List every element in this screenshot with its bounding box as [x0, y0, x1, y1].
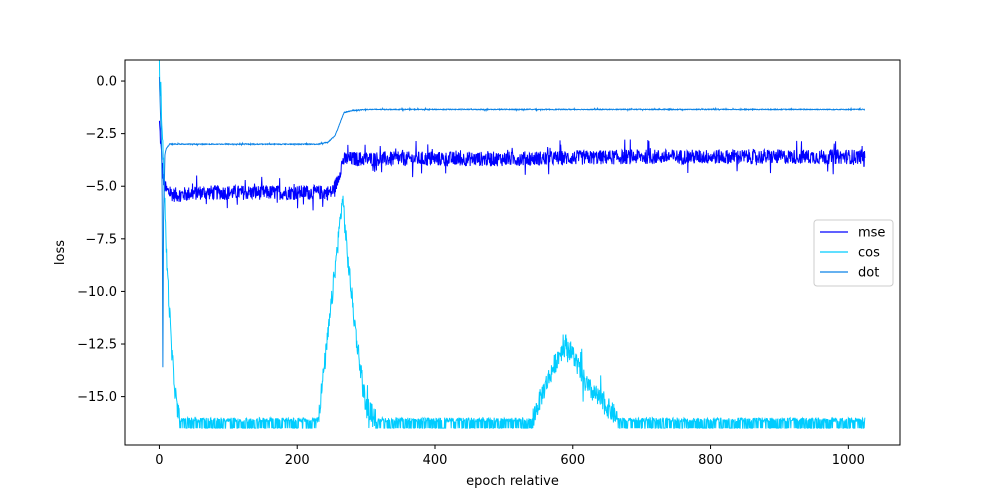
legend: mse cos dot: [813, 219, 894, 287]
legend-label-dot: dot: [858, 266, 879, 281]
legend-label-cos: cos: [858, 246, 880, 261]
x-tick-label: 200: [285, 453, 310, 468]
y-tick-label: −2.5: [85, 127, 117, 142]
x-tick-label: 800: [698, 453, 723, 468]
x-tick-label: 0: [155, 453, 163, 468]
x-tick-label: 400: [423, 453, 448, 468]
series-line-cos: [158, 59, 866, 429]
series-line-mse: [158, 120, 866, 211]
x-axis: 0 200 400 600 800 1000: [155, 445, 865, 468]
y-tick-label: −5.0: [85, 180, 117, 195]
series-line-dot: [158, 76, 865, 368]
legend-box: [813, 219, 894, 287]
x-tick-label: 1000: [832, 453, 865, 468]
y-axis: 0.0 −2.5 −5.0 −7.5 −10.0 −12.5 −15.0: [77, 75, 125, 405]
y-tick-label: −7.5: [85, 232, 117, 247]
legend-label-mse: mse: [858, 226, 885, 241]
y-axis-label: loss: [53, 240, 68, 265]
x-axis-label: epoch relative: [466, 474, 559, 489]
series-layer: [158, 59, 866, 429]
y-tick-label: 0.0: [96, 75, 117, 90]
y-tick-label: −10.0: [77, 285, 117, 300]
x-tick-label: 600: [560, 453, 585, 468]
plot-area-frame: [124, 59, 901, 446]
y-tick-label: −15.0: [77, 390, 117, 405]
y-tick-label: −12.5: [77, 338, 117, 353]
